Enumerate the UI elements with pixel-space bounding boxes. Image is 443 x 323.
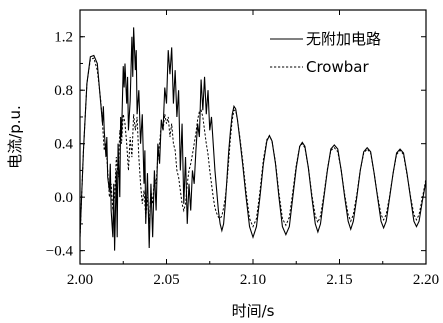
x-axis-label: 时间/s (232, 302, 275, 320)
y-tick-label: −0.4 (46, 244, 74, 260)
x-tick-label: 2.00 (67, 272, 93, 288)
series-line-2 (80, 57, 426, 238)
legend-label-1: 无附加电路 (306, 30, 381, 48)
x-tick-label: 2.10 (240, 272, 266, 288)
y-tick-label: 0.8 (54, 83, 73, 99)
series-layer (80, 27, 426, 251)
series-line-1 (80, 27, 426, 251)
x-tick-label: 2.05 (153, 272, 179, 288)
y-tick-label: 1.2 (54, 30, 73, 46)
legend: 无附加电路 Crowbar (270, 30, 381, 76)
y-tick-label: 0.0 (54, 190, 73, 206)
axis-ticks: 2.00 2.05 2.10 2.15 2.20 −0.4 0.0 0.4 0.8 1.2 (46, 10, 439, 288)
y-axis-label: 电流/p.u. (6, 105, 24, 169)
legend-label-2: Crowbar (306, 58, 369, 76)
x-tick-label: 2.20 (413, 272, 439, 288)
y-tick-label: 0.4 (54, 137, 73, 153)
x-tick-label: 2.15 (326, 272, 352, 288)
